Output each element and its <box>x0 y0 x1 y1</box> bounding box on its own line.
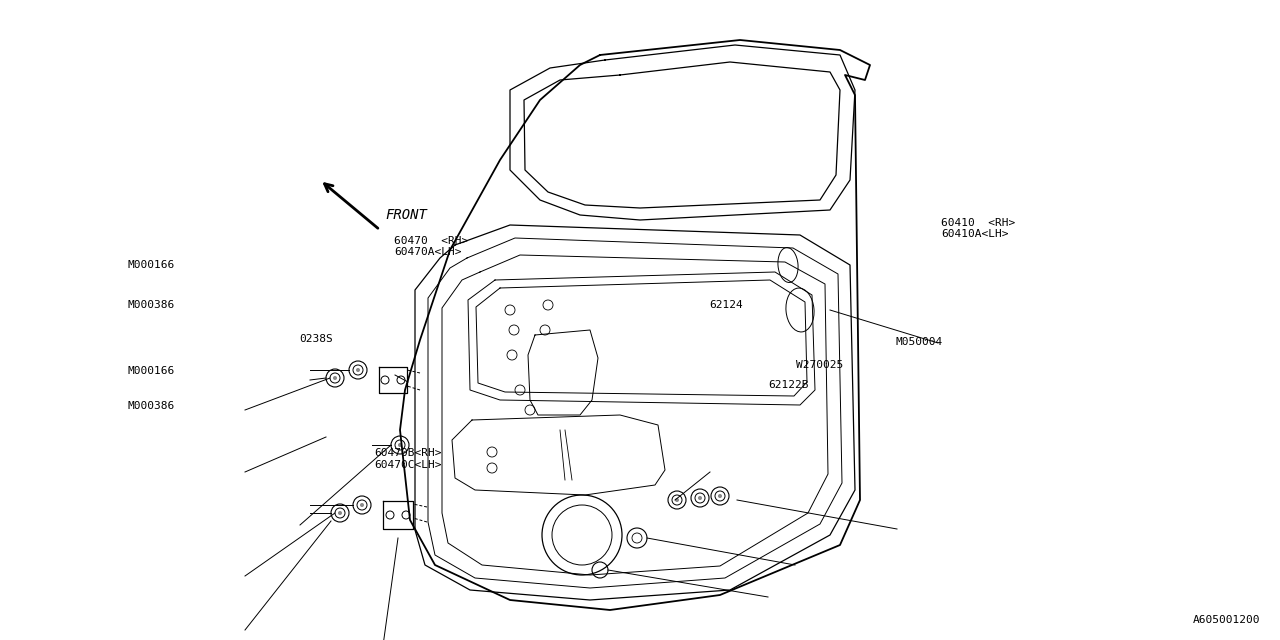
Text: 60470A<LH>: 60470A<LH> <box>394 247 462 257</box>
Circle shape <box>360 503 364 507</box>
Text: 60410  <RH>: 60410 <RH> <box>941 218 1015 228</box>
Text: M000166: M000166 <box>128 260 175 270</box>
Text: A605001200: A605001200 <box>1193 615 1260 625</box>
Text: W270025: W270025 <box>796 360 844 370</box>
Text: 62122B: 62122B <box>768 380 809 390</box>
Circle shape <box>718 494 722 498</box>
Circle shape <box>338 511 342 515</box>
Text: FRONT: FRONT <box>385 208 426 222</box>
Text: M000386: M000386 <box>128 300 175 310</box>
Text: 0238S: 0238S <box>300 334 333 344</box>
Circle shape <box>356 368 360 372</box>
Circle shape <box>675 498 678 502</box>
Text: M050004: M050004 <box>896 337 943 347</box>
Text: M000166: M000166 <box>128 366 175 376</box>
Circle shape <box>333 376 337 380</box>
Circle shape <box>698 496 701 500</box>
Text: 62124: 62124 <box>709 300 742 310</box>
Text: 60470  <RH>: 60470 <RH> <box>394 236 468 246</box>
Circle shape <box>398 443 402 447</box>
Text: M000386: M000386 <box>128 401 175 411</box>
Text: 60470B<RH>: 60470B<RH> <box>374 448 442 458</box>
Text: 60410A<LH>: 60410A<LH> <box>941 229 1009 239</box>
Text: 60470C<LH>: 60470C<LH> <box>374 460 442 470</box>
